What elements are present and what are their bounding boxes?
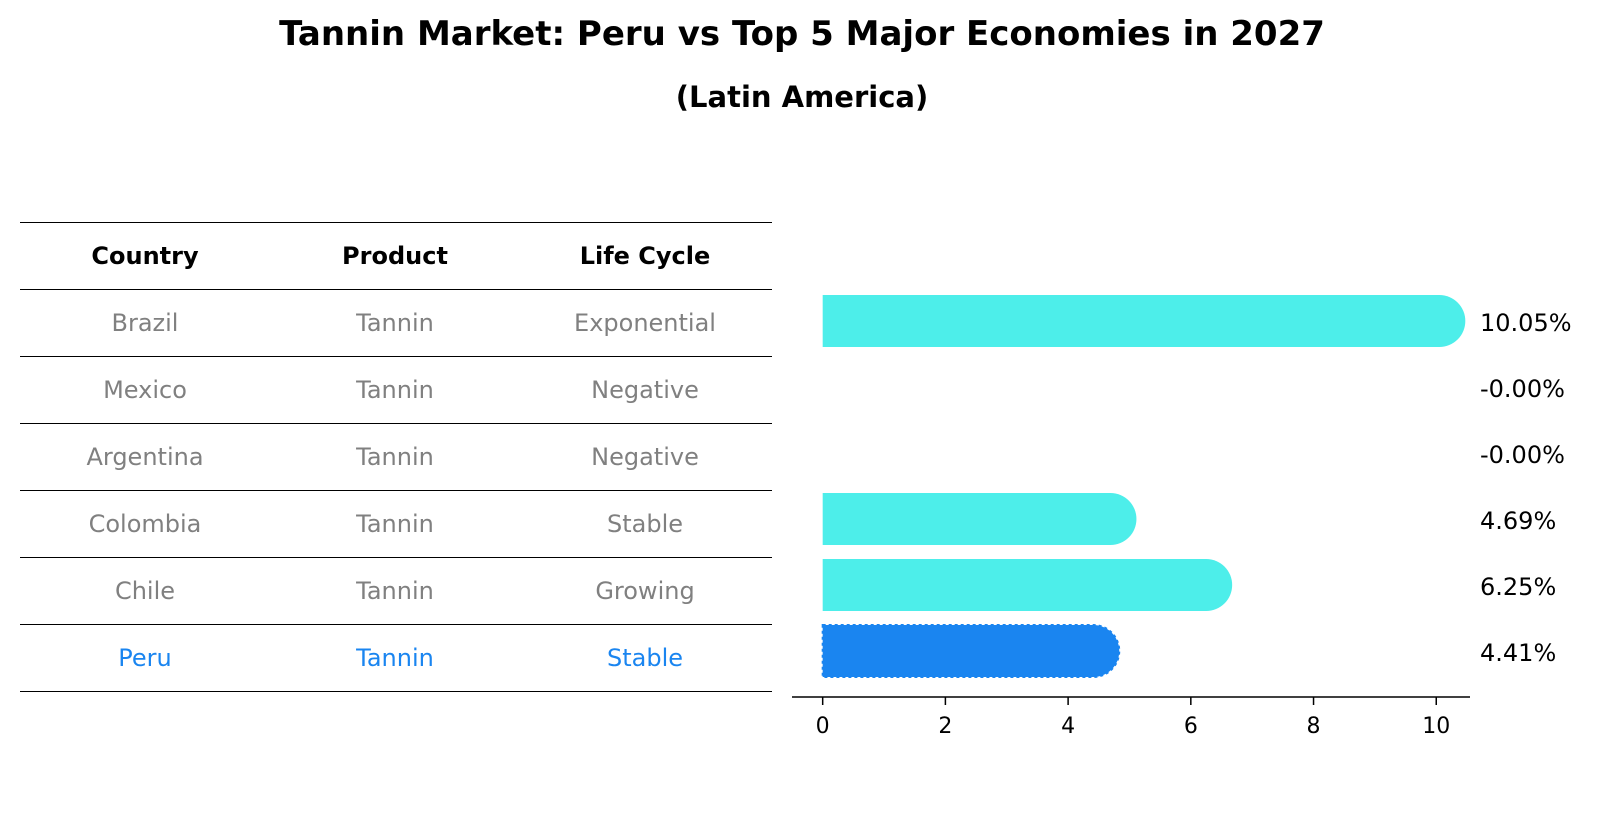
x-tick-label: 4 <box>1061 714 1075 739</box>
x-tick-label: 0 <box>816 714 830 739</box>
bar-chile <box>822 559 1233 611</box>
value-label: -0.00% <box>1480 375 1565 403</box>
value-label: 10.05% <box>1480 309 1572 337</box>
x-tick-label: 8 <box>1307 714 1321 739</box>
cell-product: Tannin <box>356 577 434 605</box>
x-tick-label: 2 <box>938 714 952 739</box>
value-label: 6.25% <box>1480 573 1556 601</box>
cell-product: Tannin <box>356 644 434 672</box>
value-label: -0.00% <box>1480 441 1565 469</box>
cell-country: Brazil <box>111 309 179 337</box>
cell-product: Tannin <box>356 510 434 538</box>
value-label: 4.69% <box>1480 507 1556 535</box>
chart-title: Tannin Market: Peru vs Top 5 Major Econo… <box>279 14 1325 54</box>
x-tick-label: 6 <box>1184 714 1198 739</box>
cell-country: Argentina <box>86 443 204 471</box>
cell-country: Mexico <box>103 376 187 404</box>
bar-colombia <box>822 493 1137 545</box>
country-table: Country Product Life Cycle Brazil Tannin E… <box>20 222 772 692</box>
table-row: Colombia Tannin Stable <box>20 491 772 558</box>
x-tick-label: 10 <box>1422 714 1450 739</box>
chart-subtitle: (Latin America) <box>675 80 929 114</box>
cell-product: Tannin <box>356 443 434 471</box>
cell-life-cycle: Negative <box>591 443 699 471</box>
table-row: Peru Tannin Stable <box>20 625 772 692</box>
bar-peru <box>821 624 1121 678</box>
header-country: Country <box>91 242 199 270</box>
header-product: Product <box>342 242 448 270</box>
table-body: Brazil Tannin Exponential Mexico Tannin Negat… <box>20 290 772 692</box>
cell-life-cycle: Negative <box>591 376 699 404</box>
table-header-row: Country Product Life Cycle <box>20 223 772 290</box>
cell-life-cycle: Stable <box>606 510 684 538</box>
cell-product: Tannin <box>356 376 434 404</box>
cell-country: Peru <box>118 644 172 672</box>
cell-country: Chile <box>114 577 176 605</box>
cell-product: Tannin <box>356 309 434 337</box>
table-row: Mexico Tannin Negative <box>20 357 772 424</box>
table-row: Argentina Tannin Negative <box>20 424 772 491</box>
header-life-cycle: Life Cycle <box>579 242 711 270</box>
table-row: Chile Tannin Growing <box>20 558 772 625</box>
cell-country: Colombia <box>88 510 202 538</box>
bar-brazil <box>822 295 1466 347</box>
cell-life-cycle: Exponential <box>574 309 716 337</box>
value-label: 4.41% <box>1480 639 1556 667</box>
cell-life-cycle: Growing <box>595 577 695 605</box>
cell-life-cycle: Stable <box>606 644 684 672</box>
table-row: Brazil Tannin Exponential <box>20 290 772 357</box>
